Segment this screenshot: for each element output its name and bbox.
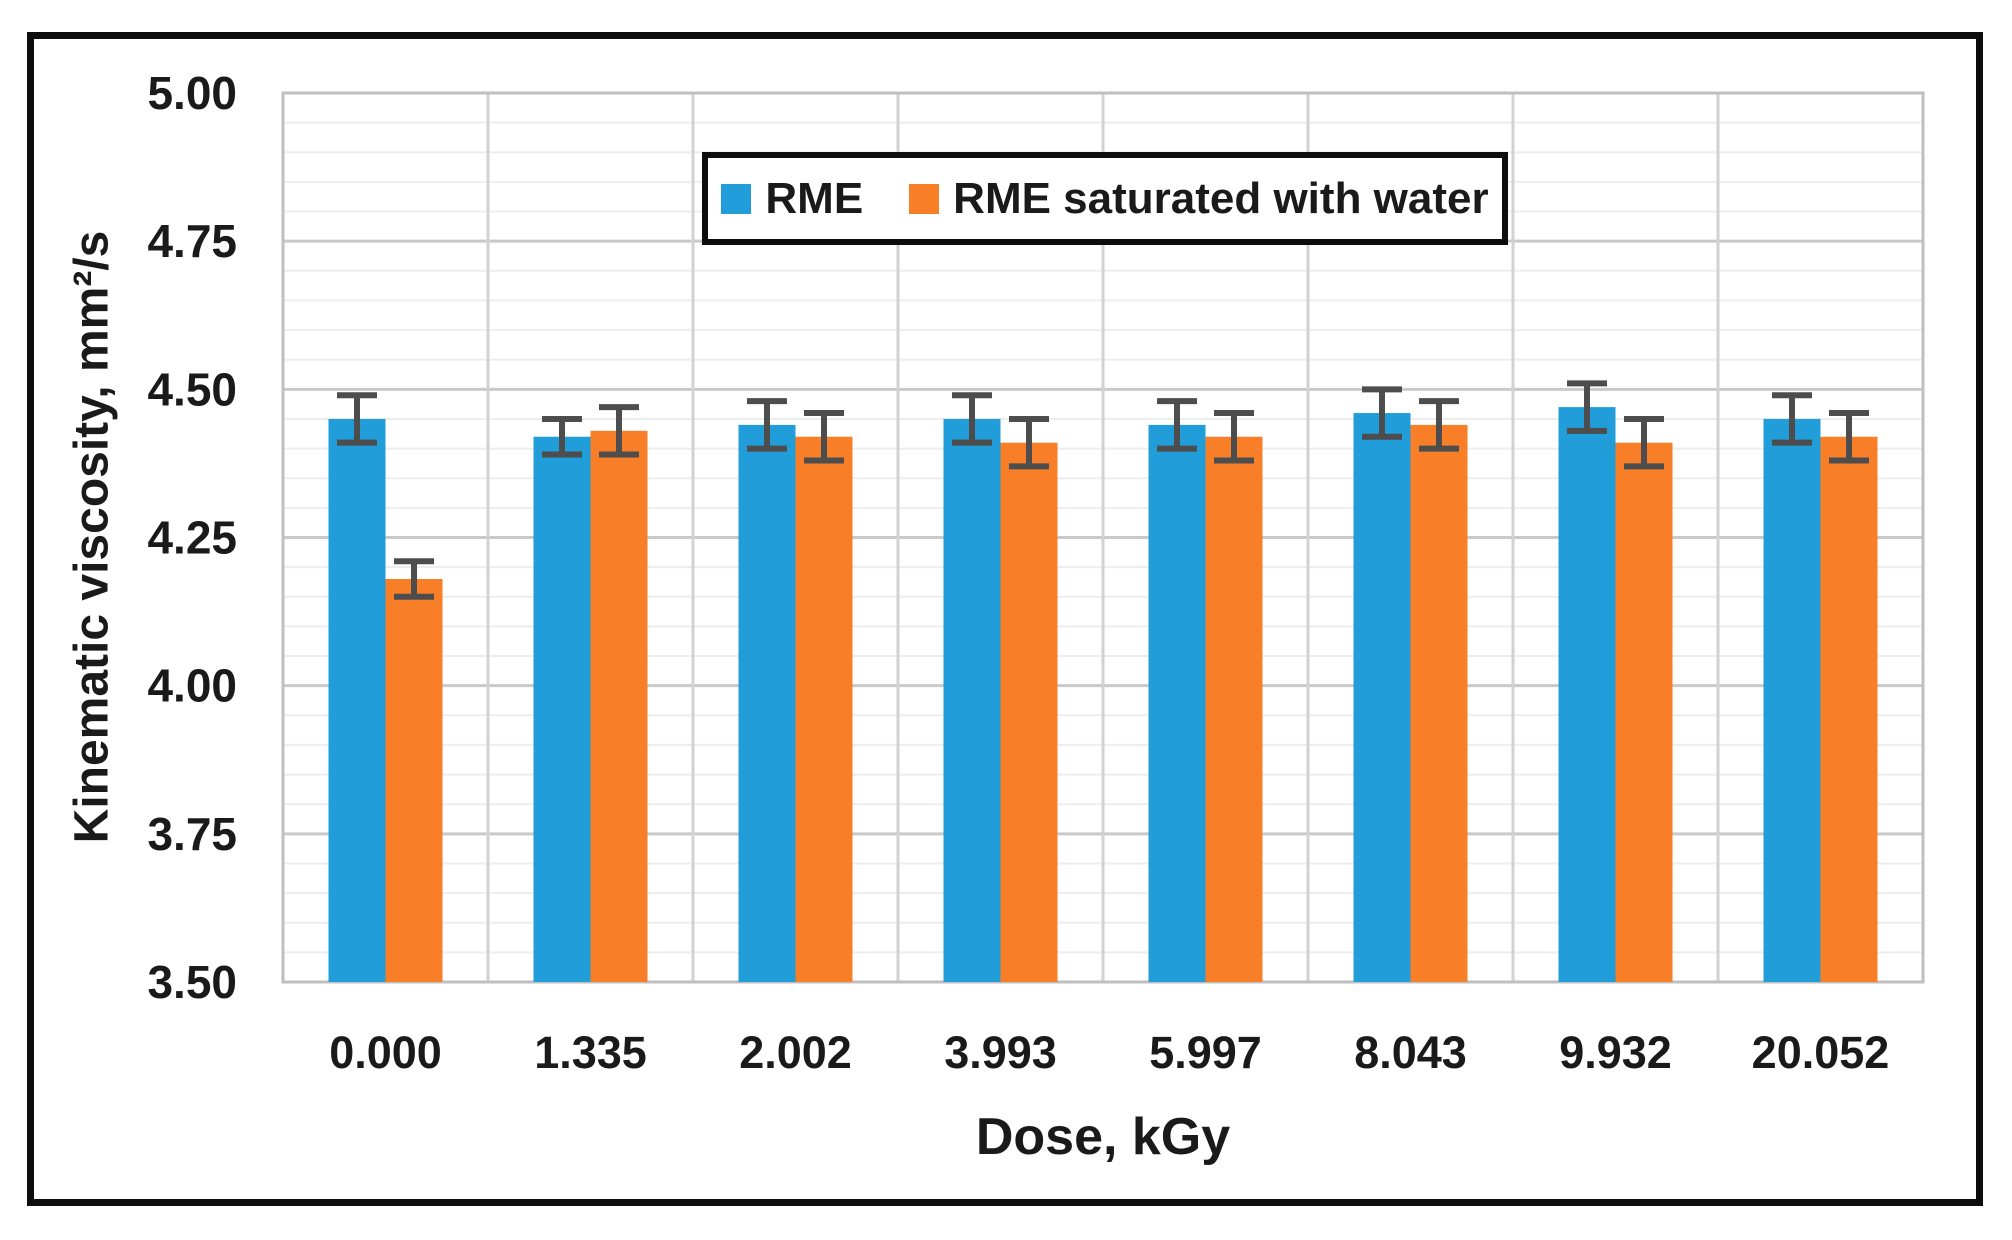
bar-series1-cat6 xyxy=(1615,442,1673,982)
bar-series0-cat5 xyxy=(1353,413,1411,982)
bar-series0-cat6 xyxy=(1558,407,1616,982)
bar-series1-cat0 xyxy=(385,578,443,982)
legend-label-rme: RME xyxy=(765,173,864,223)
legend-swatch-rme-saturated-icon xyxy=(909,183,940,214)
plot-border xyxy=(281,91,1925,984)
bar-series0-cat7 xyxy=(1763,418,1821,982)
y-tick-label: 4.00 xyxy=(147,660,237,712)
bar-series1-cat1 xyxy=(590,430,648,982)
y-tick-label: 4.75 xyxy=(147,215,237,267)
x-tick-label: 5.997 xyxy=(1149,1027,1262,1078)
x-tick-label: 1.335 xyxy=(534,1027,647,1078)
x-tick-label: 8.043 xyxy=(1354,1027,1467,1078)
bar-series1-cat2 xyxy=(795,436,853,982)
bar-series0-cat4 xyxy=(1148,424,1206,983)
legend-item-rme-saturated: RME saturated with water xyxy=(909,173,1489,224)
bar-series0-cat2 xyxy=(738,424,796,983)
y-tick-label: 3.75 xyxy=(147,808,237,860)
legend: RME RME saturated with water xyxy=(702,152,1508,245)
x-tick-label: 0.000 xyxy=(329,1027,442,1078)
y-tick-label: 4.50 xyxy=(147,363,237,415)
x-tick-label: 9.932 xyxy=(1559,1027,1672,1078)
bar-series0-cat0 xyxy=(328,418,386,982)
y-tick-label: 5.00 xyxy=(147,67,237,119)
bar-series1-cat7 xyxy=(1820,436,1878,982)
bar-series1-cat5 xyxy=(1410,424,1468,983)
y-tick-label: 3.50 xyxy=(147,956,237,1008)
bar-series0-cat3 xyxy=(943,418,1001,982)
y-tick-label: 4.25 xyxy=(147,512,237,564)
x-axis-title: Dose, kGy xyxy=(975,1108,1231,1166)
x-tick-label: 2.002 xyxy=(739,1027,852,1078)
x-tick-label: 3.993 xyxy=(944,1027,1057,1078)
legend-item-rme: RME xyxy=(721,174,863,224)
legend-swatch-rme-icon xyxy=(721,183,752,214)
bar-series1-cat4 xyxy=(1205,436,1263,982)
bar-series0-cat1 xyxy=(533,436,591,982)
bar-series1-cat3 xyxy=(1000,442,1058,982)
legend-label-rme-saturated: RME saturated with water xyxy=(953,173,1489,223)
y-axis-title: Kinematic viscosity, mm²/s xyxy=(65,230,119,844)
x-tick-label: 20.052 xyxy=(1752,1027,1890,1078)
